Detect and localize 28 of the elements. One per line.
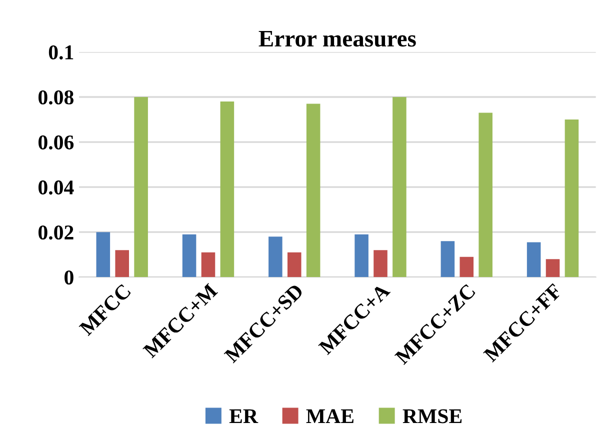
- bar: [392, 96, 406, 278]
- bar: [374, 250, 388, 278]
- y-tick-label: 0.04: [38, 180, 74, 195]
- y-tick-label: 0.08: [38, 90, 74, 105]
- bar: [354, 234, 368, 278]
- bar: [182, 234, 196, 278]
- legend-label: ER: [229, 409, 258, 424]
- bar: [478, 112, 492, 278]
- y-tick-label: 0: [64, 270, 74, 285]
- bar: [268, 236, 282, 278]
- bar: [564, 120, 579, 278]
- bar: [134, 96, 148, 278]
- y-tick-label: 0.06: [38, 135, 74, 150]
- bar: [460, 256, 474, 278]
- bar: [115, 250, 129, 278]
- bar: [220, 101, 234, 278]
- bar: [201, 252, 216, 278]
- bar: [526, 242, 541, 278]
- y-tick-label: 0.02: [38, 225, 74, 240]
- chart-title: Error measures: [258, 30, 416, 47]
- legend-label: RMSE: [402, 409, 462, 424]
- bar: [440, 241, 455, 278]
- bar: [96, 232, 110, 278]
- y-tick-label: 0.1: [48, 45, 74, 60]
- bar: [287, 252, 302, 278]
- legend-label: MAE: [306, 409, 354, 424]
- bar: [546, 259, 560, 278]
- bar: [306, 104, 320, 278]
